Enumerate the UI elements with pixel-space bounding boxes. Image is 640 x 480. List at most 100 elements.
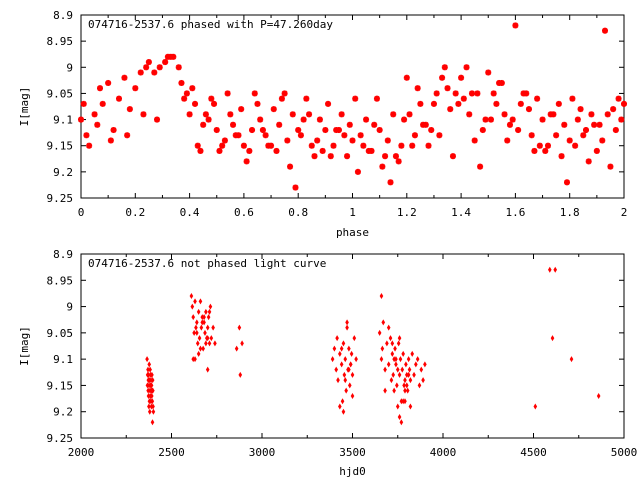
data-point <box>439 74 446 81</box>
data-point <box>460 95 467 102</box>
y-tick-label: 9 <box>66 61 73 74</box>
x-tick-label: 1.6 <box>505 206 525 219</box>
data-point <box>338 350 342 357</box>
data-point <box>392 387 396 394</box>
data-point <box>201 345 205 352</box>
data-point <box>452 90 459 97</box>
chart-title: 074716-2537.6 not phased light curve <box>88 257 326 270</box>
data-point <box>292 184 299 191</box>
data-point <box>542 147 549 154</box>
x-tick-label: 4000 <box>430 446 457 459</box>
data-point <box>504 137 511 144</box>
data-point <box>151 387 155 394</box>
data-point <box>204 340 208 347</box>
data-point <box>107 137 114 144</box>
data-point <box>124 132 131 139</box>
data-point <box>569 95 576 102</box>
data-point <box>550 111 557 118</box>
data-point <box>403 74 410 81</box>
data-point <box>178 79 185 86</box>
data-point <box>170 53 177 60</box>
data-point <box>593 147 600 154</box>
data-point <box>591 121 598 128</box>
data-point <box>191 356 196 363</box>
data-point <box>83 132 90 139</box>
data-point <box>333 127 340 134</box>
y-tick-label: 9.1 <box>53 114 73 127</box>
data-point <box>373 95 380 102</box>
data-point <box>249 127 256 134</box>
data-point <box>414 85 421 92</box>
data-point <box>154 116 161 123</box>
data-point <box>350 392 355 399</box>
data-point <box>349 350 354 357</box>
data-point <box>383 366 387 373</box>
data-point <box>146 392 151 399</box>
data-point <box>423 361 427 368</box>
data-point <box>186 111 193 118</box>
data-point <box>205 366 210 373</box>
data-point <box>547 266 552 273</box>
data-point <box>295 127 302 134</box>
data-point <box>194 142 201 149</box>
data-point <box>232 132 239 139</box>
data-point <box>208 303 213 310</box>
data-point <box>341 408 346 415</box>
data-point <box>390 350 395 357</box>
data-point <box>137 69 144 76</box>
data-point <box>147 403 151 410</box>
data-point <box>408 403 413 410</box>
data-point <box>80 100 87 107</box>
data-point <box>219 142 226 149</box>
data-point <box>347 382 352 389</box>
data-point <box>463 64 470 71</box>
data-point <box>227 111 234 118</box>
data-point <box>325 100 332 107</box>
data-point <box>205 324 210 331</box>
data-point <box>403 377 407 384</box>
data-point <box>610 106 617 113</box>
data-point <box>398 356 403 363</box>
data-point <box>402 382 406 389</box>
data-point <box>251 90 258 97</box>
data-point <box>145 59 152 66</box>
data-point <box>396 340 401 347</box>
data-point <box>205 335 210 342</box>
data-point <box>555 100 562 107</box>
data-point <box>99 100 106 107</box>
data-point <box>238 371 243 378</box>
data-point <box>195 340 200 347</box>
data-point <box>615 95 622 102</box>
data-point <box>490 90 497 97</box>
data-point <box>471 137 478 144</box>
data-point <box>400 366 405 373</box>
data-point <box>330 356 335 363</box>
data-point <box>566 137 573 144</box>
data-point <box>150 419 155 426</box>
data-point <box>327 153 334 160</box>
data-point <box>408 377 413 384</box>
data-point <box>385 340 389 347</box>
data-point <box>401 398 405 405</box>
data-point <box>407 366 412 373</box>
x-axis-label: phase <box>336 226 369 239</box>
data-point <box>147 361 152 368</box>
data-point <box>389 377 394 384</box>
data-point <box>428 127 435 134</box>
data-point <box>200 314 205 321</box>
x-tick-label: 1.8 <box>560 206 580 219</box>
data-point <box>306 111 313 118</box>
data-point <box>199 324 204 331</box>
y-axis-label: I[mag] <box>18 326 31 366</box>
data-point <box>273 147 280 154</box>
data-point <box>390 340 395 347</box>
data-point <box>78 116 84 123</box>
x-tick-label: 3500 <box>339 446 366 459</box>
data-point <box>585 158 592 165</box>
x-tick-label: 0.6 <box>234 206 254 219</box>
data-point <box>259 127 266 134</box>
data-point <box>493 100 500 107</box>
data-point <box>607 163 614 170</box>
data-point <box>414 361 418 368</box>
y-tick-label: 9.25 <box>47 192 74 205</box>
